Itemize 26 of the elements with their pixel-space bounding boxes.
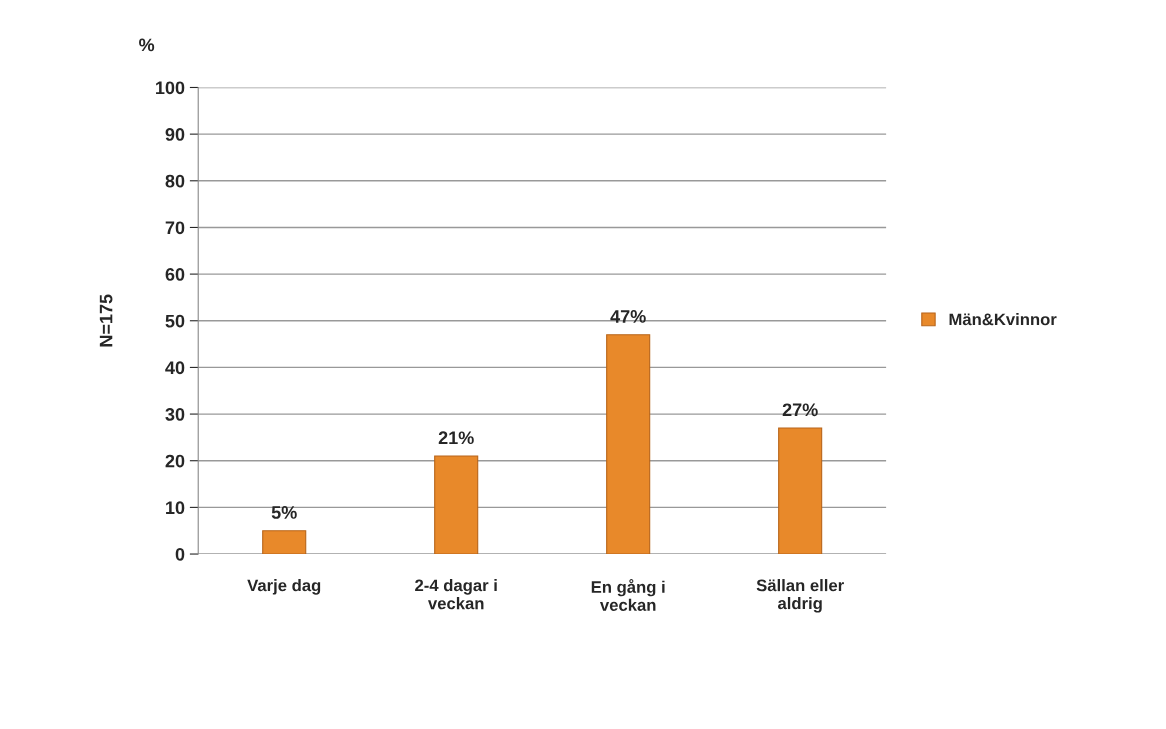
y-tick-label: 90 <box>165 128 185 141</box>
y-tick-label: 10 <box>166 501 185 515</box>
bar <box>606 334 651 555</box>
bar <box>434 455 479 555</box>
text: 21% <box>438 431 474 445</box>
y-tick-label: 60 <box>165 268 185 281</box>
x-tick-label: Sällan eller aldrig <box>756 579 844 613</box>
text: 5% <box>271 506 297 519</box>
x-tick-label: Varje dag <box>247 579 321 595</box>
y-tick-label: 80 <box>165 174 185 188</box>
y-tick-label: 40 <box>165 361 185 375</box>
y-tick-label: 20 <box>165 454 185 468</box>
y-tick-label: 100 <box>156 81 185 95</box>
x-tick-label: 2-4 dagar i veckan <box>415 579 497 610</box>
text: 27% <box>782 403 818 417</box>
legend-label: Män&Kvinnor <box>949 313 1057 326</box>
y-tick-label: 0 <box>175 547 185 561</box>
y-tick-label: 30 <box>165 408 185 421</box>
y-axis-title: N=175 <box>99 294 113 347</box>
text: % <box>139 38 155 52</box>
x-tick-label: En gång i veckan <box>591 579 665 611</box>
y-tick-label: 50 <box>165 314 185 328</box>
bar <box>262 530 307 555</box>
text: 47% <box>610 310 646 323</box>
y-tick-label: 70 <box>165 221 185 235</box>
bar <box>778 427 823 555</box>
